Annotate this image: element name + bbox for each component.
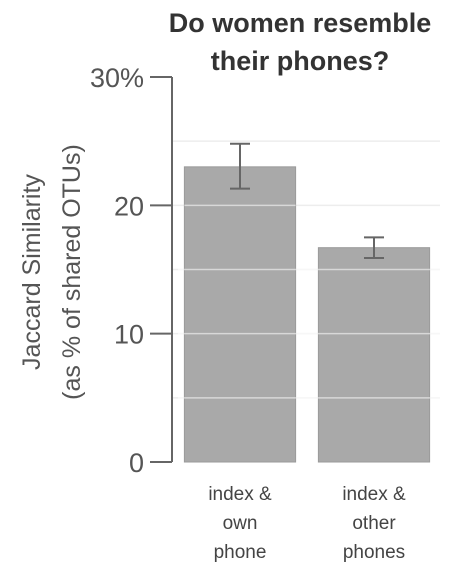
x-tick-label-1-line-2: phones: [343, 542, 405, 563]
x-tick-label-0-line-0: index &: [208, 484, 272, 505]
x-tick-label-0-line-1: own: [223, 513, 258, 534]
y-tick-label-2: 20: [114, 191, 144, 221]
y-tick-label-0: 0: [129, 448, 144, 478]
y-axis-label-line-2: (as % of shared OTUs): [58, 144, 86, 400]
y-axis: [150, 76, 173, 463]
x-tick-label-0-line-2: phone: [214, 542, 267, 563]
y-axis-label-line-1: Jaccard Similarity: [18, 174, 46, 370]
chart-title: Do women resemble their phones?: [169, 8, 432, 76]
y-tick-label-1: 10: [114, 320, 144, 350]
chart-title-line-2: their phones?: [211, 46, 390, 76]
bars: [178, 166, 440, 463]
x-tick-label-0: index & own phone: [208, 484, 272, 563]
y-tick-labels: 0 10 20 30%: [90, 63, 144, 478]
x-tick-label-1: index & other phones: [342, 484, 406, 563]
y-axis-label: Jaccard Similarity (as % of shared OTUs): [18, 144, 86, 400]
x-tick-label-1-line-1: other: [352, 513, 396, 534]
y-tick-label-3: 30%: [90, 63, 144, 93]
error-bars: [230, 142, 384, 259]
bar-1: [317, 247, 431, 463]
x-tick-label-1-line-0: index &: [342, 484, 406, 505]
chart-title-line-1: Do women resemble: [169, 8, 432, 38]
bar-0: [183, 166, 297, 463]
x-tick-labels: index & own phone index & other phones: [208, 484, 406, 563]
